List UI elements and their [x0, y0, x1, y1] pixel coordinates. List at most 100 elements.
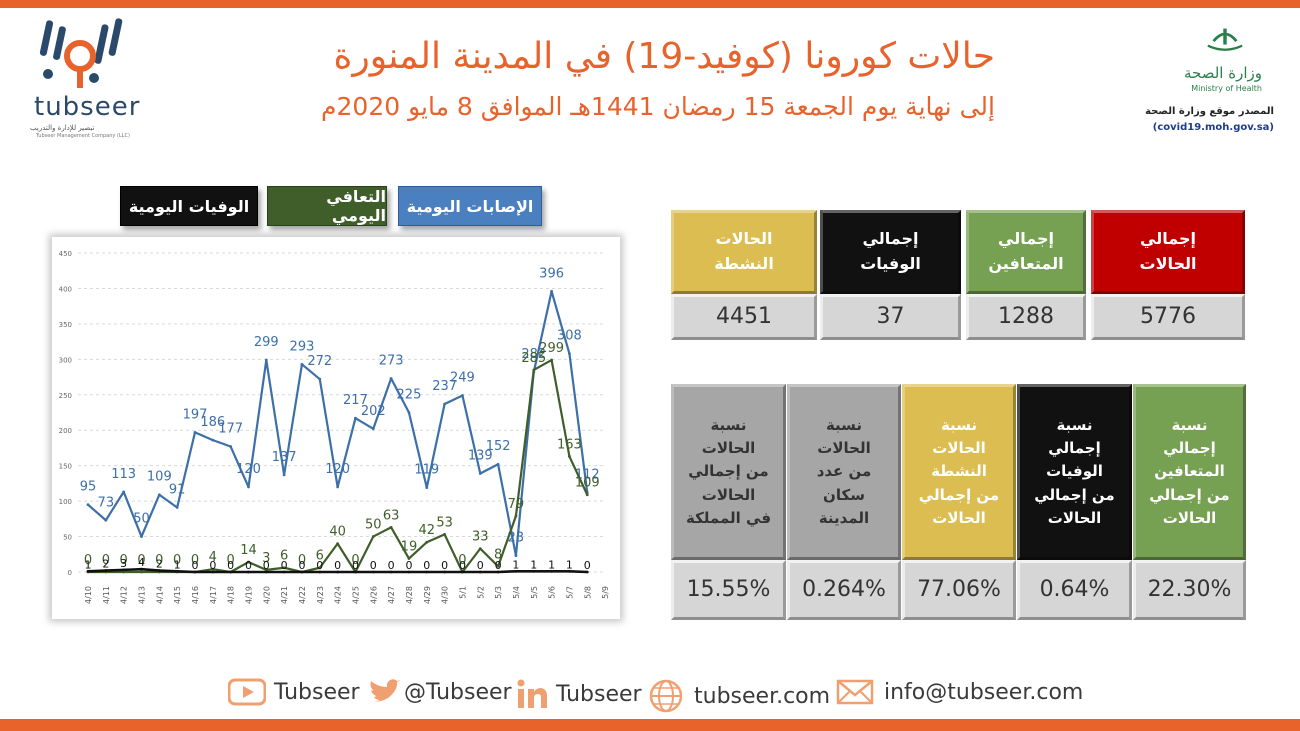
data-point: [318, 566, 322, 570]
x-tick-label: 4/12: [120, 586, 129, 604]
data-point: [300, 570, 304, 574]
data-label: 1: [566, 558, 573, 571]
x-tick-label: 5/2: [476, 586, 485, 599]
data-label: 109: [147, 470, 172, 485]
data-label: 4: [138, 556, 145, 569]
data-label: 1: [512, 558, 519, 571]
header-line: في المملكة: [685, 508, 772, 527]
header-line: نسبة: [1056, 415, 1093, 434]
x-tick-label: 4/25: [351, 586, 360, 604]
social-email[interactable]: info@tubseer.com: [836, 678, 1083, 706]
header-line: المدينة: [818, 508, 870, 527]
data-label: 0: [388, 559, 395, 572]
data-point: [532, 569, 536, 573]
data-label: 0: [298, 553, 306, 568]
value-text: 1288: [998, 303, 1054, 329]
data-label: 0: [423, 559, 430, 572]
data-label: 282: [521, 347, 546, 362]
total-cases-header: إجمالي الحالات: [1091, 210, 1245, 294]
data-point: [425, 540, 429, 544]
ratio-kingdom-header: نسبة الحالات من إجمالي الحالات في المملكة: [671, 384, 786, 560]
total-recovered-header: إجمالي المتعافين: [966, 210, 1086, 294]
tubseer-logo: [39, 18, 123, 88]
header-line: الحالات: [701, 485, 756, 504]
active-cases-header: الحالات النشطة: [671, 210, 817, 294]
ratio-population-label: نسبة الحالات من عدد سكان المدينة: [817, 414, 872, 530]
moh-name-ar: وزارة الصحة: [1184, 64, 1262, 82]
ratio-kingdom-value: 15.55%: [671, 560, 786, 620]
y-tick-label: 150: [59, 463, 72, 471]
data-label: 1: [530, 558, 537, 571]
x-tick-label: 4/28: [405, 586, 414, 604]
header-line: الوفيات: [860, 254, 921, 273]
data-label: 237: [432, 379, 457, 394]
data-point: [514, 514, 518, 518]
data-label: 79: [508, 497, 525, 512]
data-point: [211, 438, 215, 442]
source-url[interactable]: (covid19.moh.gov.sa): [1152, 122, 1274, 133]
ratio-population-header: نسبة الحالات من عدد سكان المدينة: [787, 384, 901, 560]
x-tick-label: 4/16: [191, 586, 200, 604]
data-point: [407, 570, 411, 574]
data-label: 8: [494, 547, 502, 562]
data-point: [496, 462, 500, 466]
header-line: إجمالي: [1140, 229, 1196, 249]
data-point: [478, 547, 482, 551]
data-point: [425, 570, 429, 574]
data-label: 0: [298, 559, 305, 572]
data-label: 299: [254, 335, 279, 350]
data-point: [371, 427, 375, 431]
header-line: المتعافين: [1154, 462, 1225, 481]
data-point: [407, 411, 411, 414]
social-web[interactable]: tubseer.com: [648, 678, 830, 714]
header-line: الحالات: [817, 439, 871, 458]
total-deaths-label: إجمالي الوفيات: [860, 227, 921, 277]
data-label: 0: [84, 553, 92, 568]
data-point: [229, 570, 233, 574]
page-title: حالات كورونا (كوفيد-19) في المدينة المنو…: [333, 36, 995, 77]
ratio-recovered-value: 22.30%: [1133, 560, 1246, 620]
data-point: [568, 569, 571, 573]
active-cases-label: الحالات النشطة: [714, 227, 774, 277]
header-line: الحالات: [1139, 254, 1197, 273]
data-point: [389, 377, 393, 380]
data-point: [282, 570, 286, 574]
header-line: إجمالي: [998, 229, 1054, 249]
data-label: 3: [262, 551, 270, 566]
ratio-active-value: 77.06%: [902, 560, 1016, 620]
total-deaths-header: إجمالي الوفيات: [820, 210, 961, 294]
y-tick-label: 50: [63, 534, 72, 542]
data-point: [300, 362, 304, 366]
social-twitter[interactable]: @Tubseer: [366, 678, 512, 706]
data-point: [247, 560, 250, 564]
source-label: المصدر موقع وزارة الصحة: [1145, 106, 1274, 117]
social-linkedin[interactable]: Tubseer: [516, 678, 642, 710]
x-tick-label: 5/8: [583, 586, 592, 599]
ratio-deaths-value: 0.64%: [1017, 560, 1132, 620]
value-text: 15.55%: [686, 576, 771, 602]
data-label: 1: [85, 558, 92, 571]
data-point: [550, 289, 553, 293]
data-label: 139: [468, 448, 493, 463]
x-tick-label: 4/14: [155, 586, 164, 604]
data-point: [354, 416, 357, 420]
data-label: 1: [548, 558, 555, 571]
data-label: 0: [209, 559, 216, 572]
header-line: من إجمالي: [1149, 485, 1230, 504]
twitter-icon: [368, 679, 401, 702]
youtube-icon: [228, 678, 266, 706]
data-label: 163: [557, 437, 582, 452]
ratio-active-header: نسبة الحالات النشطة من إجمالي الحالات: [902, 384, 1016, 560]
data-point: [461, 394, 464, 397]
data-point: [336, 485, 340, 489]
social-youtube[interactable]: Tubseer: [228, 678, 360, 706]
ratio-population-value: 0.264%: [787, 560, 901, 620]
data-point: [211, 567, 215, 571]
x-tick-label: 4/23: [316, 586, 325, 604]
active-cases-value: 4451: [671, 294, 817, 340]
envelope-icon: [836, 679, 874, 705]
data-point: [389, 570, 393, 574]
data-point: [140, 570, 143, 574]
header-line: إجمالي الوفيات: [1046, 439, 1103, 481]
